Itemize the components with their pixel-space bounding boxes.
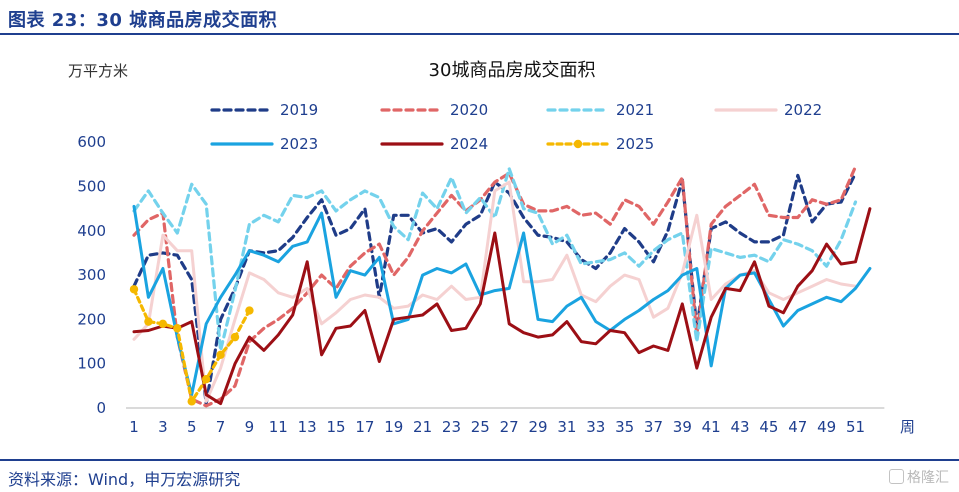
y-tick-label: 0 <box>96 399 106 417</box>
y-tick-label: 200 <box>77 310 106 328</box>
series-point-2025 <box>201 375 211 384</box>
legend-label-2021: 2021 <box>616 101 654 119</box>
x-tick-label: 21 <box>413 418 432 436</box>
x-tick-label: 31 <box>557 418 576 436</box>
series-point-2025 <box>144 317 153 326</box>
x-tick-label: 13 <box>298 418 317 436</box>
x-tick-label: 51 <box>846 418 865 436</box>
legend-label-2023: 2023 <box>280 135 318 153</box>
x-tick-label: 41 <box>702 418 721 436</box>
watermark: 格隆汇 <box>889 467 949 487</box>
x-tick-label: 9 <box>245 418 255 436</box>
legend-label-2019: 2019 <box>280 101 318 119</box>
legend: 2019 2020 2021 2022 2023 2024 2025 <box>210 101 822 153</box>
x-tick-label: 33 <box>586 418 605 436</box>
y-tick-label: 100 <box>77 355 106 373</box>
series-line-2019 <box>132 171 858 406</box>
line-chart: 万平方米 30城商品房成交面积 2019 2020 2021 2022 2023 2024… <box>68 60 915 436</box>
x-tick-label: 29 <box>528 418 547 436</box>
legend-label-2022: 2022 <box>784 101 822 119</box>
legend-label-2020: 2020 <box>450 101 488 119</box>
x-tick-label: 43 <box>731 418 750 436</box>
watermark-logo-icon <box>889 469 904 484</box>
x-tick-label: 15 <box>326 418 345 436</box>
watermark-text: 格隆汇 <box>907 470 949 486</box>
x-tick-label: 7 <box>216 418 226 436</box>
legend-marker-2025 <box>573 139 583 149</box>
x-tick-label: 11 <box>269 418 288 436</box>
x-tick-label: 49 <box>817 418 836 436</box>
chart-title: 30城商品房成交面积 <box>429 60 596 81</box>
x-tick-label: 1 <box>129 418 139 436</box>
legend-label-2024: 2024 <box>450 135 488 153</box>
series-point-2025 <box>216 350 225 360</box>
x-tick-label: 25 <box>471 418 490 436</box>
footer-rule <box>0 459 959 461</box>
series-line-2024 <box>132 207 872 406</box>
series-line-2023 <box>132 204 872 397</box>
x-tick-label: 47 <box>788 418 807 436</box>
series-line-2021 <box>132 167 858 352</box>
y-tick-label: 600 <box>77 133 106 151</box>
y-axis: 0 100 200 300 400 500 600 <box>77 133 106 417</box>
series-line-2020 <box>132 165 858 408</box>
x-tick-label: 45 <box>759 418 778 436</box>
x-tick-label: 23 <box>442 418 461 436</box>
x-tick-label: 39 <box>673 418 692 436</box>
x-tick-label: 35 <box>615 418 634 436</box>
title-rule <box>0 33 959 35</box>
series-point-2025 <box>158 319 168 329</box>
plot-area <box>129 165 872 408</box>
x-tick-label: 19 <box>384 418 403 436</box>
y-axis-label: 万平方米 <box>68 62 128 80</box>
series-point-2025 <box>230 332 240 342</box>
figure-title: 图表 23：30 城商品房成交面积 <box>8 10 278 31</box>
x-tick-label: 17 <box>355 418 374 436</box>
y-tick-label: 500 <box>77 178 106 196</box>
x-axis-label: 周 <box>900 418 915 436</box>
series-point-2025 <box>245 306 254 315</box>
y-tick-label: 400 <box>77 222 106 240</box>
series-point-2025 <box>129 285 139 294</box>
series-point-2025 <box>173 324 182 333</box>
x-tick-label: 27 <box>500 418 519 436</box>
legend-label-2025: 2025 <box>616 135 654 153</box>
y-tick-label: 300 <box>77 266 106 284</box>
source-note: 资料来源：Wind，申万宏源研究 <box>8 470 241 489</box>
x-axis: 1 3 5 7 9 11 13 15 17 19 21 23 25 27 29 31 33 35 37 39 41 43 4… <box>126 407 885 436</box>
x-tick-label: 37 <box>644 418 663 436</box>
x-tick-label: 5 <box>187 418 197 436</box>
x-tick-label: 3 <box>158 418 168 436</box>
series-point-2025 <box>187 397 196 406</box>
